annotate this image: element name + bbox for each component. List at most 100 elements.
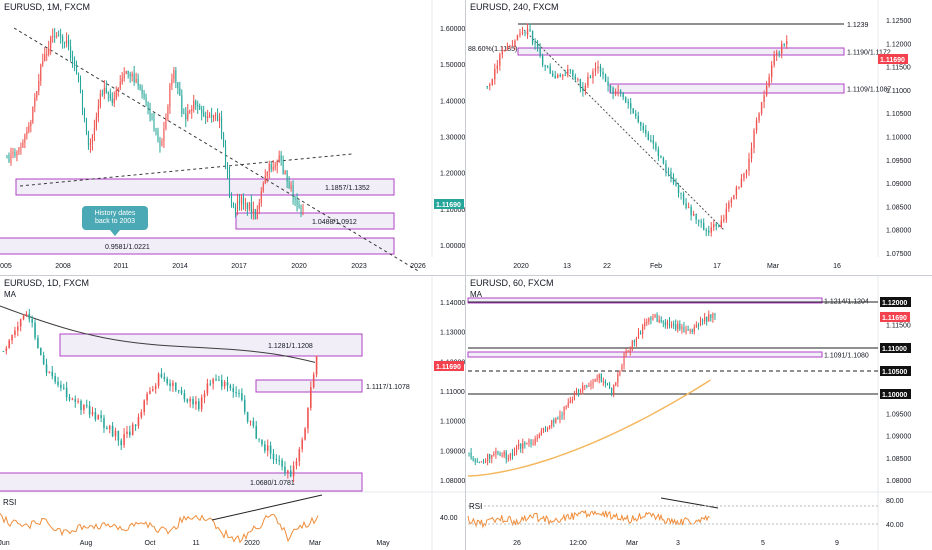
candle-body — [244, 203, 246, 205]
candle-body — [476, 461, 478, 463]
h4-chart-panel[interactable]: 1.12500 1.12000 1.11500 1.11000 1.10500 1.100… — [466, 0, 932, 275]
x-axis-tick: 2017 — [231, 263, 247, 270]
candle-body — [64, 41, 66, 44]
candle-body — [738, 186, 740, 188]
candle-body — [665, 163, 667, 172]
candle-body — [770, 65, 773, 77]
candle-body — [588, 385, 590, 387]
candle-body — [193, 100, 195, 109]
x-axis-tick: 2023 — [351, 263, 367, 270]
candle-body — [125, 70, 127, 75]
price-axis-tick: 1.10000 — [440, 419, 465, 426]
candle-body — [773, 55, 775, 66]
hourly-chart-panel[interactable]: 1.12000 1.11500 1.11000 1.10500 1.10000 1.095… — [466, 276, 932, 550]
rsi-axis-tick: 80.00 — [886, 498, 904, 505]
candle-body — [8, 340, 10, 349]
candle-body — [631, 340, 633, 350]
candle-body — [272, 167, 274, 170]
resistance-zone-label: 1.1857/1.1352 — [325, 185, 370, 192]
candle-body — [708, 230, 710, 233]
candle-body — [139, 85, 141, 89]
candle-body — [99, 93, 101, 107]
candle-body — [108, 425, 111, 430]
h4-chart-svg[interactable]: 1.12500 1.12000 1.11500 1.11000 1.10500 1.100… — [466, 0, 932, 275]
candle-body — [692, 214, 695, 216]
candle-body — [564, 74, 566, 76]
candle-body — [613, 384, 615, 394]
candle-body — [121, 78, 123, 83]
candle-body — [474, 459, 476, 462]
x-axis-tick: Aug — [80, 540, 93, 547]
monthly-chart-svg[interactable]: 1.60000 1.50000 1.40000 1.30000 1.20000 1.100… — [0, 0, 465, 275]
candle-body — [658, 319, 660, 323]
candle-body — [30, 122, 32, 126]
price-axis-tick: 1.14000 — [440, 300, 465, 307]
candle-body — [246, 411, 249, 422]
candle-body — [695, 214, 697, 220]
candle-body — [553, 420, 555, 423]
level-tag — [880, 343, 911, 353]
candle-body — [68, 40, 70, 47]
candle-body — [149, 390, 151, 394]
x-axis-tick: 12:00 — [569, 540, 587, 547]
daily-chart-panel[interactable]: 1.140001.130001.120001.110001.100001.090… — [0, 276, 465, 550]
symbol-label: EURUSD, 240, FXCM — [470, 2, 559, 12]
candle-body — [62, 387, 65, 389]
candle-body — [292, 465, 295, 477]
resistance-zone — [467, 297, 823, 304]
candle-body — [494, 68, 496, 80]
candle-body — [704, 316, 706, 322]
candle-body — [733, 195, 735, 200]
candle-body — [534, 43, 536, 45]
candle-body — [201, 109, 203, 113]
candle-body — [165, 119, 167, 129]
candle-body — [511, 45, 514, 47]
candle-body — [656, 314, 658, 323]
candle-body — [635, 113, 637, 117]
monthly-chart-panel[interactable]: 1.60000 1.50000 1.40000 1.30000 1.20000 1.100… — [0, 0, 465, 275]
candle-body — [640, 122, 642, 126]
x-axis-tick: 2020 — [244, 540, 260, 547]
candle-body — [621, 365, 623, 371]
price-axis-tick: 1.20000 — [440, 171, 465, 178]
candle-body — [123, 433, 125, 446]
candle-body — [629, 349, 631, 352]
current-price-tag — [880, 312, 910, 322]
long-term-zone-label: 0.9581/1.0221 — [105, 244, 150, 251]
daily-chart-svg[interactable]: 1.140001.130001.120001.110001.100001.090… — [0, 276, 465, 550]
candle-body — [45, 364, 48, 373]
candle-body — [46, 54, 48, 56]
hourly-chart-svg[interactable]: 1.12000 1.11500 1.11000 1.10500 1.10000 1.095… — [466, 276, 932, 550]
x-axis-tick: 11 — [192, 540, 199, 547]
candle-body — [650, 317, 652, 320]
candle-body — [248, 202, 250, 209]
candle-body — [680, 192, 682, 194]
price-axis-tick: 1.40000 — [440, 98, 465, 105]
moving-average-line — [0, 305, 316, 363]
candle-body — [22, 315, 25, 320]
candle-body — [219, 117, 221, 122]
candle-body — [584, 385, 586, 387]
candle-body — [571, 399, 573, 401]
x-axis-tick: 22 — [603, 263, 611, 270]
candle-body — [75, 64, 78, 73]
candle-body — [246, 203, 248, 209]
x-axis-tick: Mar — [626, 540, 639, 547]
candle-body — [582, 385, 584, 391]
candle-body — [714, 313, 716, 316]
candle-body — [491, 455, 493, 459]
candle-body — [242, 197, 244, 205]
candle-body — [530, 440, 532, 445]
candle-body — [235, 391, 237, 394]
candle-body — [42, 355, 45, 365]
ma-indicator-label: MA — [4, 290, 16, 299]
candle-body — [594, 68, 597, 72]
candle-body — [146, 393, 148, 401]
candle-body — [516, 35, 519, 41]
candle-body — [207, 116, 209, 119]
candle-body — [85, 118, 88, 133]
candle-body — [592, 71, 594, 78]
candle-body — [315, 355, 318, 375]
candle-body — [611, 387, 613, 394]
candle-body — [555, 418, 557, 423]
